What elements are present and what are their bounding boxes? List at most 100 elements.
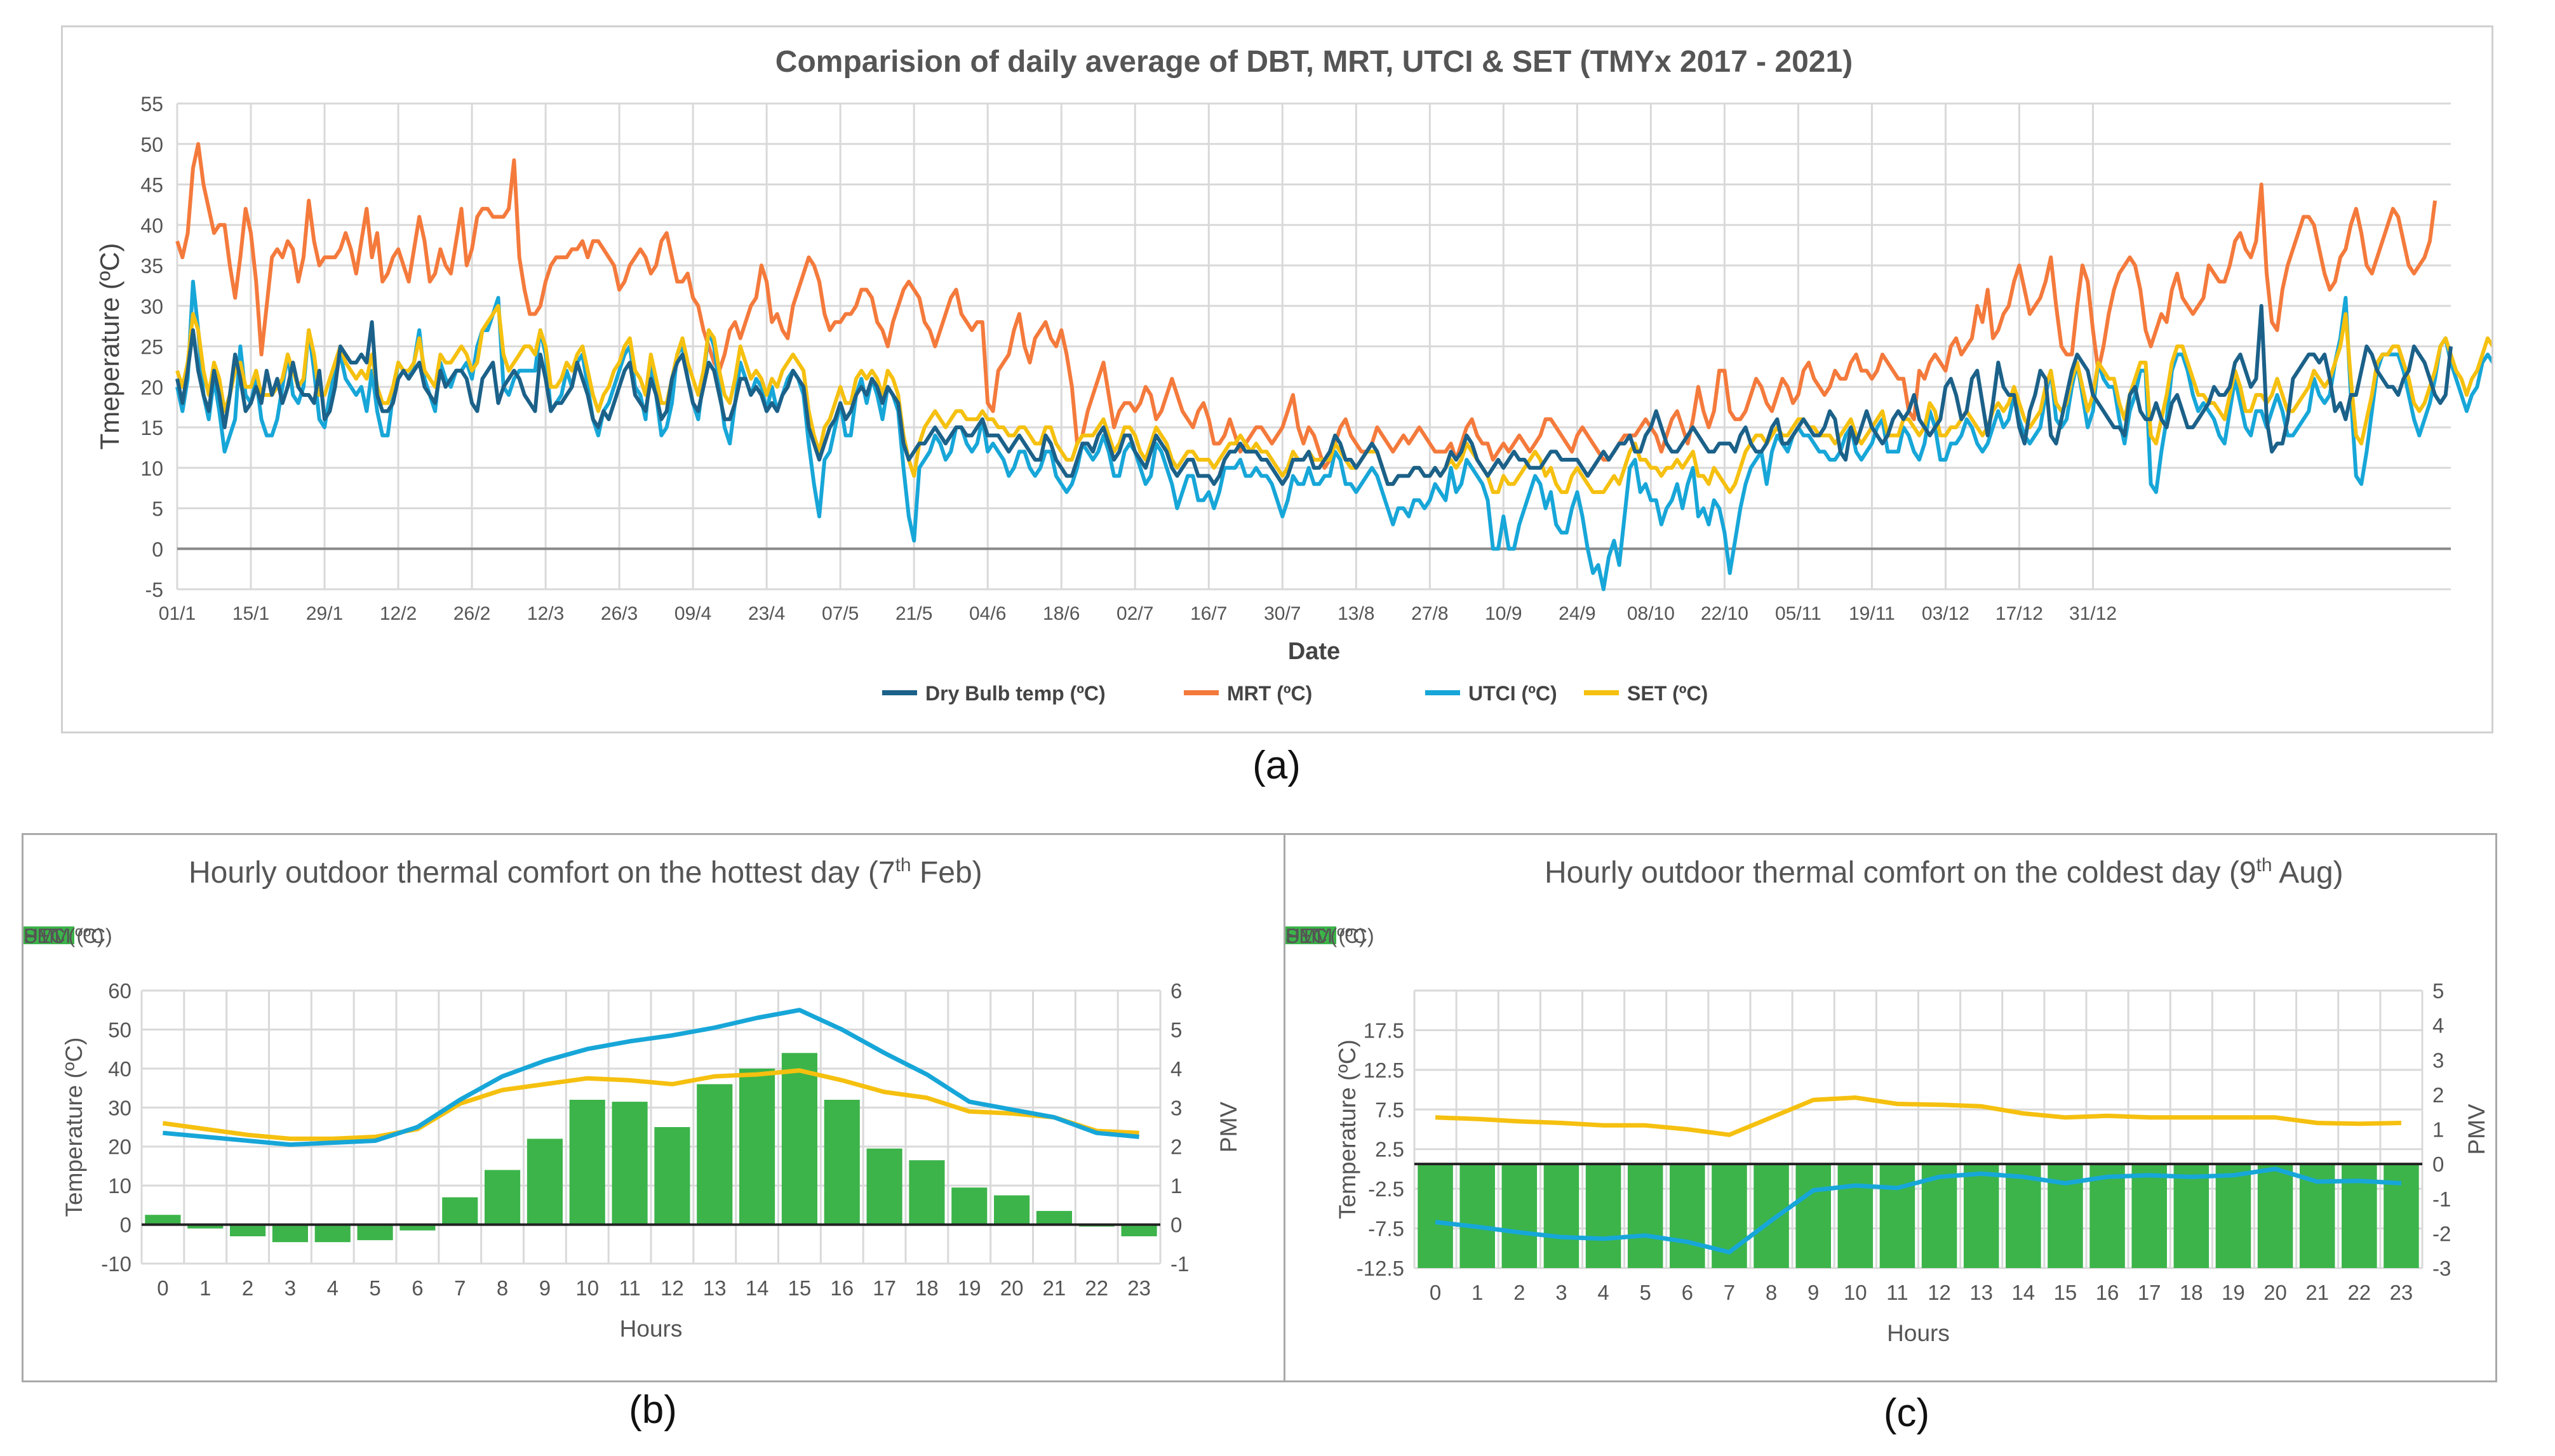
y-axis-label: Temperature (ºC) [61, 1038, 87, 1217]
y-tick-label: 30 [140, 295, 163, 318]
x-tick-label: 17/12 [1995, 603, 2043, 624]
legend-label-set: SET (ºC) [1285, 925, 1366, 947]
pmv-bar [2173, 1164, 2210, 1268]
y2-tick-label: 1 [1170, 1174, 1182, 1198]
x-tick-label: 12 [661, 1276, 684, 1300]
y-tick-label: 55 [140, 93, 163, 116]
legend-swatch-pmv [1285, 926, 1336, 944]
pmv-bar [569, 1100, 605, 1225]
pmv-bar [1036, 1211, 1072, 1225]
x-tick-label: 23 [1127, 1276, 1151, 1300]
pmv-bar [485, 1170, 521, 1225]
chart-c: Hourly outdoor thermal comfort on the co… [1285, 855, 2490, 1346]
legend-swatch-pmv [23, 926, 74, 944]
x-tick-label: 8 [497, 1276, 508, 1300]
x-tick-label: 01/1 [159, 603, 196, 624]
pmv-bar [1543, 1164, 1579, 1268]
y-tick-label: 20 [108, 1135, 131, 1159]
series-line-set [162, 1068, 1139, 1141]
pmv-bar [399, 1224, 436, 1231]
pmv-bar [1879, 1164, 1915, 1268]
series-line-set [1435, 1095, 2401, 1137]
x-tick-label: 1 [199, 1276, 211, 1300]
x-tick-label: 9 [1807, 1281, 1819, 1304]
y-tick-label: 12.5 [1364, 1059, 1404, 1082]
x-tick-label: 19 [958, 1276, 981, 1300]
pmv-bar [1121, 1224, 1157, 1236]
pmv-bar [612, 1102, 648, 1225]
pmv-bar [1837, 1164, 1874, 1268]
chart-b: Hourly outdoor thermal comfort on the ho… [23, 855, 1242, 1342]
pmv-bar [2215, 1164, 2251, 1268]
x-tick-label: 5 [369, 1276, 380, 1300]
y2-tick-label: 2 [2432, 1083, 2444, 1107]
chart-a: Comparision of daily average of DBT, MRT… [95, 45, 2491, 705]
x-tick-label: 13/8 [1338, 603, 1374, 624]
pmv-bar [145, 1215, 181, 1225]
pmv-bar [357, 1224, 393, 1241]
x-tick-label: 5 [1640, 1281, 1651, 1304]
x-tick-label: 18 [915, 1276, 939, 1300]
panel-b: Hourly outdoor thermal comfort on the ho… [22, 833, 1285, 1382]
x-tick-label: 3 [1555, 1281, 1567, 1304]
pmv-bar [697, 1084, 733, 1225]
y-tick-label: 20 [140, 376, 163, 399]
y2-tick-label: 5 [1170, 1018, 1182, 1041]
x-tick-label: 1 [1472, 1281, 1483, 1304]
x-tick-label: 13 [1969, 1281, 1993, 1304]
legend-label-utci: UTCI (ºC) [1285, 925, 1374, 947]
caption-a: (a) [1252, 744, 1301, 787]
pmv-bar [2089, 1164, 2125, 1268]
x-tick-label: 16 [2096, 1281, 2119, 1304]
y2-tick-label: 0 [1170, 1213, 1182, 1237]
x-tick-label: 21/5 [895, 603, 932, 624]
y-tick-label: 45 [140, 174, 163, 197]
pmv-bar [1670, 1164, 1705, 1268]
y-tick-label: 35 [140, 255, 163, 277]
x-tick-label: 20 [1000, 1276, 1024, 1300]
pmv-bar [1627, 1164, 1663, 1268]
legend-label-dbt: Dry Bulb temp (ºC) [925, 682, 1106, 705]
x-axis-label: Hours [1887, 1320, 1950, 1346]
x-tick-label: 16 [830, 1276, 854, 1300]
y2-axis-label: PMV [1216, 1102, 1242, 1153]
chart-title: Comparision of daily average of DBT, MRT… [775, 45, 1853, 79]
x-tick-label: 29/1 [306, 603, 343, 624]
x-tick-label: 8 [1766, 1281, 1777, 1304]
series-line-set [175, 304, 2491, 494]
y-tick-label: 25 [140, 336, 163, 359]
panel-c: Hourly outdoor thermal comfort on the co… [1285, 833, 2497, 1382]
y-axis-label: Temperature (ºC) [1334, 1039, 1360, 1219]
y-tick-label: 60 [108, 979, 131, 1003]
y-tick-label: -10 [101, 1252, 131, 1276]
x-tick-label: 6 [1682, 1281, 1693, 1304]
chart-title: Hourly outdoor thermal comfort on the co… [1545, 855, 2344, 890]
x-tick-label: 30/7 [1264, 603, 1301, 624]
chart-title: Hourly outdoor thermal comfort on the ho… [189, 855, 982, 890]
x-tick-label: 15 [2054, 1281, 2077, 1304]
x-tick-label: 7 [454, 1276, 466, 1300]
x-tick-label: 22/10 [1701, 603, 1748, 624]
legend-label-utci: UTCI (ºC) [23, 925, 112, 947]
x-tick-label: 22 [2347, 1281, 2371, 1304]
x-tick-label: 21 [2305, 1281, 2329, 1304]
pmv-bar [909, 1160, 945, 1225]
x-tick-label: 03/12 [1922, 603, 1969, 624]
x-tick-label: 10/9 [1485, 603, 1522, 624]
x-axis-label: Date [1288, 638, 1340, 665]
pmv-bar [187, 1224, 224, 1229]
y2-tick-label: 5 [2432, 979, 2444, 1003]
y-tick-label: 7.5 [1375, 1098, 1404, 1121]
x-tick-label: 02/7 [1117, 603, 1153, 624]
pmv-bar [2131, 1164, 2167, 1268]
x-axis-label: Hours [620, 1316, 683, 1342]
y-tick-label: 0 [152, 538, 163, 561]
pmv-bar [994, 1195, 1030, 1225]
pmv-bar [824, 1100, 860, 1225]
pmv-bar [739, 1068, 775, 1225]
x-tick-label: 4 [327, 1276, 339, 1300]
x-tick-label: 20 [2263, 1281, 2287, 1304]
x-tick-label: 0 [1430, 1281, 1441, 1304]
pmv-bar [654, 1127, 690, 1225]
y-tick-label: -5 [145, 578, 163, 601]
